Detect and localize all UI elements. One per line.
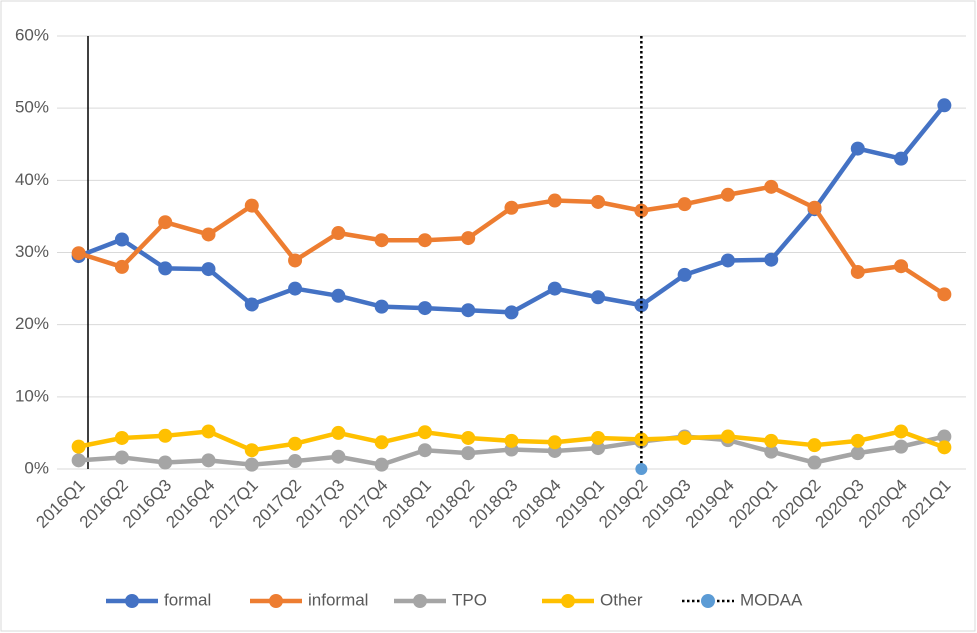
data-point [158, 215, 173, 230]
data-point [807, 455, 822, 470]
data-point [591, 194, 606, 209]
data-point [288, 281, 303, 296]
data-point [244, 457, 259, 472]
data-point [461, 446, 476, 461]
data-point [894, 151, 909, 166]
data-point [807, 200, 822, 215]
y-tick-label: 50% [15, 98, 49, 117]
data-point [937, 429, 952, 444]
data-point [461, 430, 476, 445]
data-point [547, 193, 562, 208]
data-point [764, 179, 779, 194]
y-tick-label: 0% [24, 458, 49, 477]
data-point [158, 428, 173, 443]
data-point [244, 443, 259, 458]
data-point [591, 430, 606, 445]
data-point [114, 430, 129, 445]
data-point [244, 297, 259, 312]
y-tick-label: 10% [15, 386, 49, 405]
data-point [591, 290, 606, 305]
legend-symbol-dot [561, 594, 575, 608]
data-point [417, 443, 432, 458]
legend-label: formal [164, 590, 211, 609]
data-point [547, 281, 562, 296]
data-point [158, 455, 173, 470]
legend-symbol-dot [269, 594, 283, 608]
legend-symbol-dot [125, 594, 139, 608]
data-point [720, 429, 735, 444]
data-point [114, 259, 129, 274]
data-point [850, 433, 865, 448]
data-point [201, 227, 216, 242]
data-point [937, 440, 952, 455]
data-point [677, 430, 692, 445]
data-point [374, 299, 389, 314]
legend-symbol-dot [701, 594, 715, 608]
legend-label: Other [600, 590, 643, 609]
data-point [504, 200, 519, 215]
data-point [374, 233, 389, 248]
y-tick-label: 20% [15, 314, 49, 333]
data-point [547, 435, 562, 450]
data-point [331, 226, 346, 241]
data-point [71, 439, 86, 454]
data-point [114, 450, 129, 465]
y-tick-label: 30% [15, 242, 49, 261]
data-point [764, 433, 779, 448]
data-point [894, 439, 909, 454]
data-point [850, 264, 865, 279]
data-point [894, 424, 909, 439]
data-point [764, 444, 779, 459]
data-point [288, 454, 303, 469]
y-tick-label: 40% [15, 170, 49, 189]
legend-label: MODAA [740, 590, 803, 609]
data-point [374, 435, 389, 450]
legend-symbol-dot [413, 594, 427, 608]
marker-point [635, 463, 648, 475]
legend-label: informal [308, 590, 368, 609]
data-point [634, 298, 649, 313]
data-point [158, 261, 173, 276]
data-point [894, 259, 909, 274]
data-point [720, 253, 735, 268]
data-point [374, 457, 389, 472]
legend-label: TPO [452, 590, 487, 609]
data-point [244, 198, 259, 213]
data-point [331, 425, 346, 440]
data-point [461, 231, 476, 246]
data-point [504, 433, 519, 448]
data-point [201, 453, 216, 468]
data-point [201, 262, 216, 277]
data-point [850, 446, 865, 461]
data-point [201, 424, 216, 439]
data-point [71, 246, 86, 261]
data-point [807, 438, 822, 453]
data-point [288, 436, 303, 451]
data-point [417, 301, 432, 316]
data-point [461, 303, 476, 318]
data-point [764, 252, 779, 267]
data-point [591, 441, 606, 456]
data-point [417, 233, 432, 248]
data-point [937, 287, 952, 302]
data-point [114, 232, 129, 247]
data-point [417, 425, 432, 440]
data-point [850, 141, 865, 156]
data-point [331, 288, 346, 303]
data-point [677, 197, 692, 212]
data-point [331, 449, 346, 464]
data-point [720, 187, 735, 202]
data-point [634, 203, 649, 218]
data-point [288, 253, 303, 268]
y-tick-label: 60% [15, 25, 49, 44]
data-point [504, 305, 519, 320]
data-point [677, 267, 692, 282]
data-point [71, 453, 86, 468]
data-point [634, 432, 649, 447]
data-point [937, 98, 952, 113]
